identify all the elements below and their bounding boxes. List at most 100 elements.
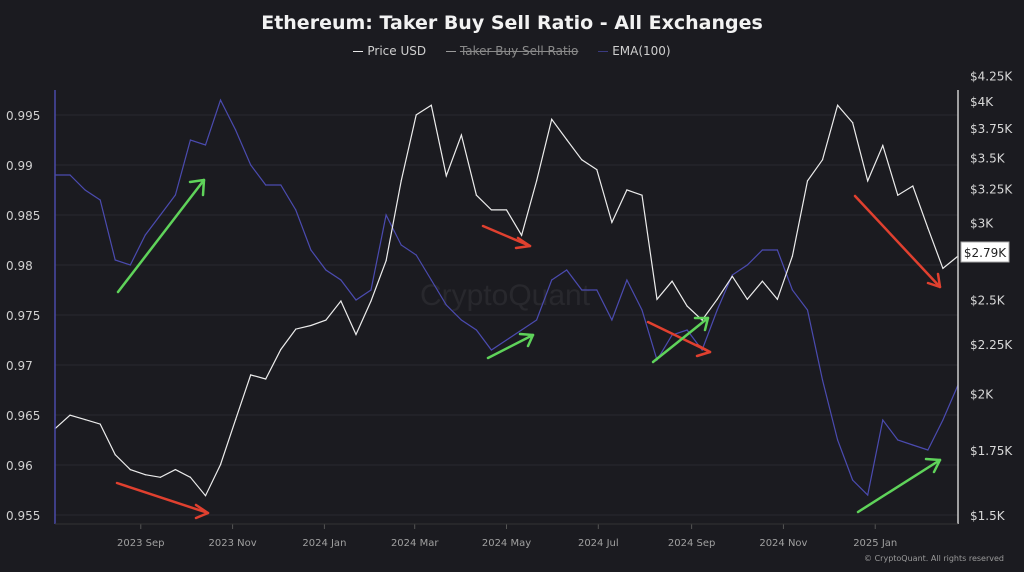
annotation-arrows: [115, 178, 942, 520]
price-point: [731, 275, 733, 277]
ema-point: [581, 289, 583, 291]
price-point: [144, 474, 146, 476]
ema-point: [84, 189, 86, 191]
price-point: [701, 319, 703, 321]
ema-point: [99, 199, 101, 201]
price-point: [99, 423, 101, 425]
price-point: [520, 234, 523, 236]
ema-point: [114, 259, 116, 261]
price-point: [566, 139, 568, 141]
price-point: [159, 476, 161, 478]
right-axis-tick-label: $1.75K: [970, 444, 1013, 458]
current-price-text: $2.79K: [964, 246, 1007, 260]
ema-point: [355, 299, 357, 301]
price-point: [69, 414, 71, 416]
ema-point: [69, 174, 71, 176]
left-axis-tick-label: 0.98: [6, 259, 33, 273]
ema-point: [415, 254, 417, 256]
ema-point: [174, 194, 176, 196]
price-point: [385, 260, 387, 262]
ema-point: [641, 309, 643, 311]
ema-point: [129, 264, 131, 266]
green-arrow-up: [486, 332, 535, 360]
price-point: [340, 300, 342, 302]
price-point: [490, 209, 493, 211]
right-axis-tick-label: $4K: [970, 95, 994, 109]
price-point: [882, 144, 884, 147]
price-point: [806, 180, 809, 182]
legend-swatch: [353, 51, 364, 52]
x-axis-tick-label: 2024 Jan: [302, 538, 346, 549]
price-point: [295, 328, 297, 330]
ema-point: [490, 349, 493, 351]
price-point: [686, 305, 688, 307]
price-point: [761, 280, 763, 282]
right-axis-tick-label: $3.25K: [970, 183, 1013, 197]
ema-point: [912, 444, 914, 446]
green-arrow-up: [116, 178, 206, 294]
current-price-label: $2.79K: [960, 241, 1010, 263]
price-point: [867, 180, 869, 182]
left-axis-tick-label: 0.99: [6, 159, 33, 173]
price-point: [897, 194, 899, 196]
ema-point: [731, 274, 733, 276]
price-point: [927, 227, 929, 229]
legend-swatch: [445, 51, 456, 52]
right-axis-tick-label: $4.25K: [970, 69, 1013, 83]
legend-label: Price USD: [367, 44, 427, 58]
price-point: [746, 298, 748, 300]
x-axis-tick-label: 2024 Nov: [759, 538, 807, 549]
ema-point: [837, 439, 839, 441]
ema-point: [385, 214, 387, 216]
ema-point: [235, 129, 237, 131]
legend: Price USD Taker Buy Sell Ratio EMA(100): [0, 44, 1024, 58]
legend-item-taker-ratio[interactable]: Taker Buy Sell Ratio: [445, 44, 578, 58]
ema-point: [686, 329, 688, 331]
ema-point: [340, 279, 342, 281]
legend-swatch: [598, 51, 609, 52]
price-point: [596, 168, 598, 171]
ema-point: [325, 269, 327, 271]
price-point: [460, 134, 462, 136]
ema-point: [942, 419, 944, 421]
x-axis-tick-label: 2024 Jul: [578, 538, 619, 549]
price-point: [189, 476, 192, 478]
price-point: [837, 104, 839, 106]
ema-point: [204, 144, 207, 146]
ema-point: [776, 249, 779, 251]
price-point: [852, 122, 854, 124]
left-axis-tick-label: 0.96: [6, 459, 33, 473]
ema-point: [505, 339, 508, 341]
price-point: [475, 194, 477, 196]
right-axis-tick-label: $2K: [970, 388, 994, 402]
ema-point: [280, 184, 282, 186]
red-arrow-down: [481, 224, 532, 250]
price-point: [505, 209, 508, 211]
price-point: [551, 118, 553, 120]
ema-point: [295, 209, 297, 211]
price-point: [250, 374, 252, 376]
price-point: [204, 495, 207, 497]
legend-item-price[interactable]: Price USD: [353, 44, 426, 58]
ema-point: [400, 244, 402, 246]
legend-item-ema[interactable]: EMA(100): [598, 44, 671, 58]
ema-point: [551, 279, 553, 281]
left-axis-tick-label: 0.995: [6, 109, 40, 123]
left-axis-tick-label: 0.975: [6, 309, 40, 323]
x-axis-tick-label: 2024 Mar: [391, 538, 439, 549]
ema-point: [265, 184, 267, 186]
legend-label: EMA(100): [612, 44, 671, 58]
ema-point: [897, 439, 899, 441]
price-point: [265, 378, 267, 380]
price-point: [355, 333, 357, 336]
ema-point: [806, 309, 809, 311]
price-point: [581, 159, 583, 161]
ema-point: [611, 319, 613, 321]
ema-point: [475, 329, 477, 331]
left-axis-tick-label: 0.965: [6, 409, 40, 423]
price-point: [656, 298, 658, 300]
right-axis-tick-label: $2.25K: [970, 338, 1013, 352]
ema-point: [852, 479, 854, 481]
ema-point: [821, 379, 824, 381]
ema-point: [746, 264, 748, 266]
